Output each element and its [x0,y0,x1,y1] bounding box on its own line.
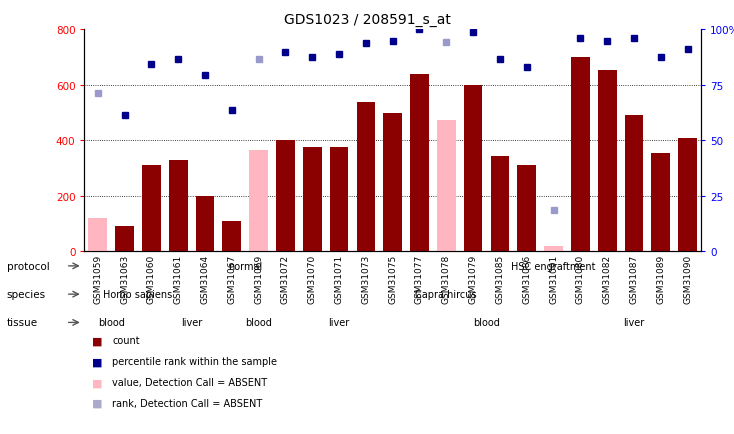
Bar [250,151,268,252]
Text: HSC engraftment: HSC engraftment [512,261,596,271]
Bar [196,196,214,252]
Bar [490,156,509,252]
Bar [437,120,456,252]
Text: blood: blood [473,318,500,328]
Bar [88,219,107,252]
Bar [142,166,161,252]
Bar [357,102,375,252]
Bar [115,227,134,252]
Text: Capra hircus: Capra hircus [415,289,477,299]
Text: tissue: tissue [7,318,38,328]
Text: protocol: protocol [7,261,49,271]
Bar [544,246,563,252]
Text: liver: liver [328,318,349,328]
Text: species: species [7,289,46,299]
Bar [597,70,617,252]
Text: GDS1023 / 208591_s_at: GDS1023 / 208591_s_at [283,13,451,27]
Bar [276,141,295,252]
Text: liver: liver [181,318,203,328]
Text: Homo sapiens: Homo sapiens [103,289,172,299]
Text: count: count [112,336,140,345]
Text: value, Detection Call = ABSENT: value, Detection Call = ABSENT [112,378,267,387]
Text: ■: ■ [92,398,102,408]
Text: percentile rank within the sample: percentile rank within the sample [112,357,277,366]
Text: ■: ■ [92,378,102,387]
Bar [625,116,643,252]
Text: ■: ■ [92,357,102,366]
Bar [330,148,349,252]
Bar [571,58,589,252]
Text: blood: blood [98,318,125,328]
Text: ■: ■ [92,336,102,345]
Bar [651,154,670,252]
Bar [410,75,429,252]
Bar [222,221,241,252]
Bar [678,138,697,252]
Bar [303,148,321,252]
Bar [464,86,482,252]
Text: normal: normal [228,261,262,271]
Bar [383,113,402,252]
Text: liver: liver [623,318,644,328]
Bar [169,161,188,252]
Text: blood: blood [245,318,272,328]
Bar [517,166,536,252]
Text: rank, Detection Call = ABSENT: rank, Detection Call = ABSENT [112,398,263,408]
